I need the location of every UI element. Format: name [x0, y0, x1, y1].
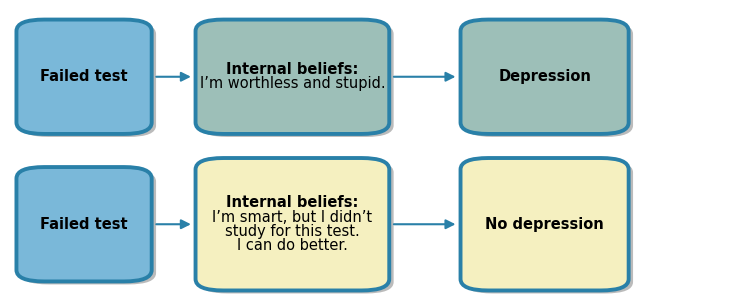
Text: Internal beliefs:: Internal beliefs: — [226, 195, 359, 210]
FancyBboxPatch shape — [465, 161, 633, 293]
FancyBboxPatch shape — [200, 23, 393, 137]
Text: Depression: Depression — [498, 69, 591, 84]
FancyBboxPatch shape — [17, 167, 152, 281]
FancyBboxPatch shape — [465, 23, 633, 137]
Text: study for this test.: study for this test. — [225, 224, 360, 239]
Text: Failed test: Failed test — [40, 217, 128, 232]
FancyBboxPatch shape — [200, 161, 393, 293]
FancyBboxPatch shape — [196, 20, 389, 134]
FancyBboxPatch shape — [21, 170, 156, 284]
FancyBboxPatch shape — [461, 158, 629, 290]
Text: I can do better.: I can do better. — [237, 238, 348, 253]
Text: I’m smart, but I didn’t: I’m smart, but I didn’t — [212, 210, 373, 225]
FancyBboxPatch shape — [196, 158, 389, 290]
FancyBboxPatch shape — [461, 20, 629, 134]
Text: Failed test: Failed test — [40, 69, 128, 84]
FancyBboxPatch shape — [21, 23, 156, 137]
Text: I’m worthless and stupid.: I’m worthless and stupid. — [200, 76, 385, 91]
Text: Internal beliefs:: Internal beliefs: — [226, 62, 359, 77]
FancyBboxPatch shape — [17, 20, 152, 134]
Text: No depression: No depression — [485, 217, 604, 232]
